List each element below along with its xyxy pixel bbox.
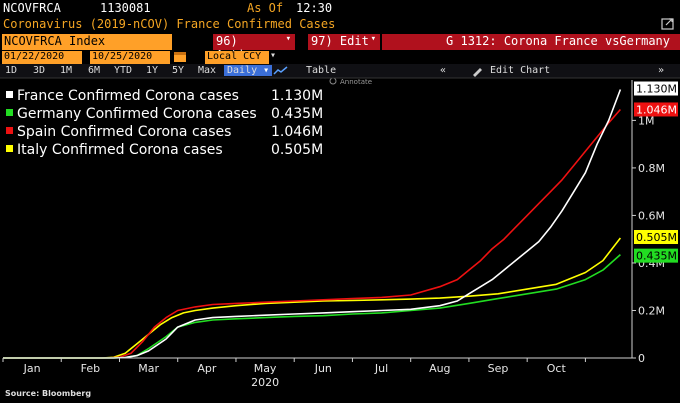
- period-button[interactable]: 6M: [88, 65, 101, 76]
- last-value-tag-france: 1.130M: [634, 81, 678, 96]
- period-button[interactable]: 1D: [5, 65, 18, 76]
- subtitle-bar: Coronavirus (2019-nCOV) France Confirmed…: [0, 16, 680, 33]
- annotate-label: Annotate: [340, 78, 372, 86]
- legend-entry-france: France Confirmed Corona cases 1.130M: [6, 88, 323, 106]
- collapse-icon[interactable]: «: [440, 65, 447, 76]
- ticker-symbol: NCOVFRCA: [3, 1, 61, 15]
- series-line-spain: [3, 108, 622, 359]
- last-value-tag-bg: [634, 248, 678, 263]
- as-of-label: As Of: [247, 1, 284, 15]
- period-button[interactable]: 1Y: [146, 65, 159, 76]
- calendar-icon[interactable]: [172, 50, 192, 64]
- edit-label: 97) Edit: [311, 34, 369, 48]
- legend-entry-italy: Italy Confirmed Corona cases 0.505M: [6, 142, 323, 160]
- series-line-italy: [3, 237, 622, 359]
- legend-label: Italy Confirmed Corona cases: [17, 142, 223, 158]
- series-line-france: [3, 89, 622, 359]
- interval-select[interactable]: Daily ▾: [224, 65, 273, 76]
- currency-select[interactable]: Local CCY: [205, 51, 269, 64]
- table-button[interactable]: Table: [306, 65, 337, 76]
- edit-menu[interactable]: 97) Edit ▾: [308, 34, 380, 50]
- legend-label: Germany Confirmed Corona cases: [17, 106, 257, 122]
- x-tick-label: Mar: [138, 362, 159, 375]
- as-of-time: 12:30: [296, 1, 333, 15]
- last-value-tag-spain: 1.046M: [634, 102, 678, 117]
- legend-value: 1.046M: [271, 124, 324, 140]
- y-tick-label: 0.6M: [638, 209, 665, 222]
- last-value-tag-italy: 0.505M: [634, 230, 678, 245]
- last-value-tag-text: 1.130M: [636, 83, 677, 96]
- legend-value: 1.130M: [271, 88, 324, 104]
- chevron-down-icon[interactable]: ▾: [270, 50, 277, 61]
- y-tick-label: 1M: [638, 114, 655, 127]
- line-chart-icon[interactable]: [272, 65, 290, 77]
- edit-chart-icon: [473, 68, 482, 77]
- annotate-control[interactable]: Annotate: [329, 77, 372, 86]
- chart-legend: France Confirmed Corona cases 1.130M Ger…: [3, 86, 325, 158]
- last-value-tag-bg: [634, 81, 678, 96]
- x-tick-label: Jan: [23, 362, 41, 375]
- last-value-tag-bg: [634, 102, 678, 117]
- period-button[interactable]: YTD: [114, 65, 133, 76]
- x-tick-label: Feb: [81, 362, 100, 375]
- y-tick-label: 0: [638, 352, 645, 365]
- ticker-value: 1130081: [100, 1, 151, 15]
- ticker-bar: NCOVFRCA 1130081 As Of 12:30: [0, 0, 680, 16]
- legend-value: 0.505M: [271, 142, 324, 158]
- x-tick-label: Apr: [197, 362, 217, 375]
- end-date-field[interactable]: 10/25/2020: [90, 51, 170, 64]
- chart-subtitle: Coronavirus (2019-nCOV) France Confirmed…: [3, 17, 336, 31]
- start-date-field[interactable]: 01/22/2020: [2, 51, 82, 64]
- toolbar: NCOVFRCA Index 96) Actions ▾ 97) Edit ▾ …: [0, 34, 680, 62]
- chevron-down-icon: ▾: [285, 34, 291, 44]
- last-value-tag-text: 0.505M: [636, 231, 677, 244]
- last-value-tag-text: 1.046M: [636, 103, 677, 116]
- legend-swatch: [6, 145, 13, 152]
- x-year-label: 2020: [251, 376, 279, 389]
- legend-swatch: [6, 127, 13, 134]
- legend-swatch: [6, 109, 13, 116]
- y-tick-label: 0.2M: [638, 304, 665, 317]
- legend-entry-germany: Germany Confirmed Corona cases 0.435M: [6, 106, 323, 124]
- x-tick-label: Aug: [429, 362, 450, 375]
- expand-icon[interactable]: »: [658, 65, 665, 76]
- last-value-tag-germany: 0.435M: [634, 248, 678, 263]
- legend-entry-spain: Spain Confirmed Corona cases 1.046M: [6, 124, 323, 142]
- x-tick-label: Sep: [488, 362, 509, 375]
- popout-icon[interactable]: [660, 17, 676, 31]
- x-tick-label: Oct: [547, 362, 567, 375]
- x-tick-label: Jul: [374, 362, 388, 375]
- legend-swatch: [6, 91, 13, 98]
- interval-label: Daily: [227, 65, 258, 76]
- period-button[interactable]: 1M: [60, 65, 73, 76]
- x-tick-label: May: [254, 362, 277, 375]
- chevron-down-icon: ▾: [370, 34, 376, 44]
- last-value-tag-bg: [634, 230, 678, 245]
- edit-chart-button[interactable]: Edit Chart: [490, 65, 551, 76]
- period-button[interactable]: 5Y: [172, 65, 185, 76]
- graph-title-bar: G 1312: Corona France vsGermany: [382, 34, 680, 50]
- legend-value: 0.435M: [271, 106, 324, 122]
- last-value-tag-text: 0.435M: [636, 250, 677, 263]
- period-bar: 1D 3D 1M 6M YTD 1Y 5Y Max Daily ▾ Table …: [0, 64, 680, 78]
- x-tick-label: Jun: [314, 362, 332, 375]
- date-range-bar: 01/22/2020 10/25/2020 Local CCY ▾: [0, 50, 680, 64]
- y-tick-label: 0.8M: [638, 162, 665, 175]
- source-note: Source: Bloomberg: [5, 389, 92, 398]
- legend-label: France Confirmed Corona cases: [17, 88, 239, 104]
- security-field[interactable]: NCOVFRCA Index: [2, 34, 172, 50]
- period-button[interactable]: Max: [198, 65, 217, 76]
- series-line-germany: [3, 254, 621, 359]
- legend-label: Spain Confirmed Corona cases: [17, 124, 232, 140]
- graph-title: G 1312: Corona France vsGermany: [446, 34, 670, 48]
- period-button[interactable]: 3D: [33, 65, 46, 76]
